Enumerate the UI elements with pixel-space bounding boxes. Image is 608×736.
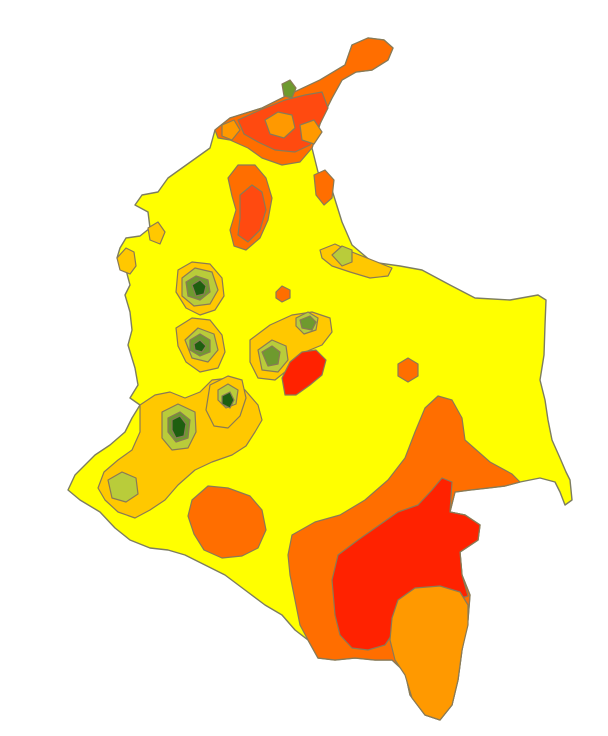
zone-dot-orange-2 bbox=[398, 358, 418, 382]
zone-south-light-orange bbox=[390, 586, 468, 720]
